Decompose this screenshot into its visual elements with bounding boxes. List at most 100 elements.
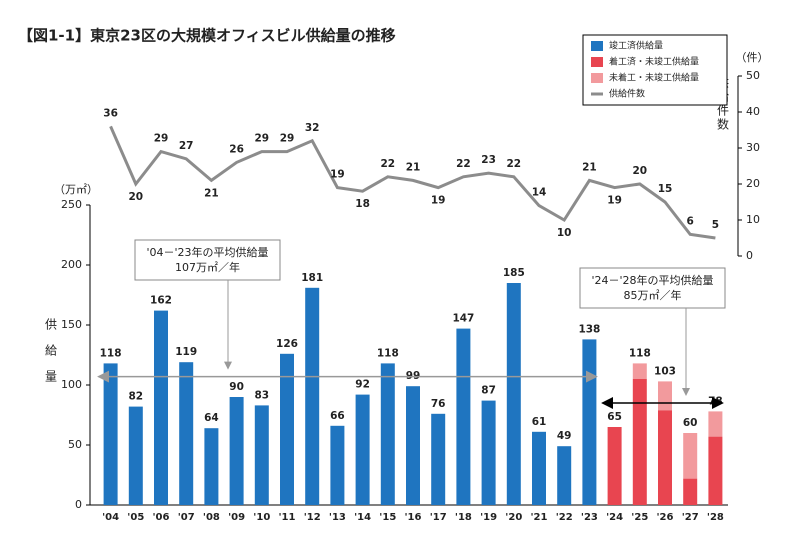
bar-total-label: 185 bbox=[503, 267, 525, 279]
bar bbox=[229, 397, 244, 505]
line-point-label: 23 bbox=[481, 154, 496, 166]
x-tick-label: '07 bbox=[178, 512, 195, 523]
bar-total-label: 64 bbox=[204, 412, 219, 424]
line-point-label: 26 bbox=[229, 143, 244, 155]
line-point-label: 19 bbox=[607, 195, 622, 207]
bar bbox=[708, 411, 723, 437]
line-point-label: 19 bbox=[330, 169, 345, 181]
bar-total-label: 61 bbox=[532, 416, 547, 428]
bar bbox=[658, 410, 672, 505]
y2-tick-label: 20 bbox=[746, 177, 760, 190]
legend-label: 竣工済供給量 bbox=[609, 40, 663, 52]
legend-label: 未着工・未竣工供給量 bbox=[609, 72, 699, 84]
bar bbox=[380, 363, 395, 505]
bar-total-label: 118 bbox=[100, 347, 122, 359]
x-tick-label: '26 bbox=[657, 512, 674, 523]
x-tick-label: '27 bbox=[682, 512, 699, 523]
line-point-label: 21 bbox=[406, 161, 421, 173]
bar-total-label: 138 bbox=[578, 323, 600, 335]
bar bbox=[532, 431, 546, 505]
line-point-label: 21 bbox=[204, 187, 219, 199]
bar-total-label: 82 bbox=[128, 391, 143, 403]
bar-total-label: 66 bbox=[330, 410, 345, 422]
y2-tick-label: 0 bbox=[746, 249, 753, 262]
bar-total-label: 78 bbox=[708, 395, 723, 407]
x-tick-label: '17 bbox=[430, 512, 447, 523]
y-tick-label: 150 bbox=[61, 318, 82, 331]
bar-total-label: 49 bbox=[557, 430, 572, 442]
bar-total-label: 65 bbox=[607, 411, 622, 423]
bar bbox=[632, 363, 647, 379]
x-tick-label: '15 bbox=[379, 512, 396, 523]
bar-total-label: 118 bbox=[377, 347, 399, 359]
bar-total-label: 103 bbox=[654, 365, 676, 377]
annotation-box bbox=[579, 267, 726, 309]
bar bbox=[506, 283, 521, 505]
bar bbox=[204, 428, 219, 505]
bar bbox=[431, 413, 446, 505]
bar bbox=[128, 406, 143, 505]
x-tick-label: '05 bbox=[127, 512, 144, 523]
bar-total-label: 181 bbox=[301, 272, 323, 284]
line-point-label: 6 bbox=[687, 215, 694, 227]
annotation-box bbox=[134, 239, 281, 281]
y-tick-label: 200 bbox=[61, 258, 82, 271]
line-point-label: 18 bbox=[355, 198, 370, 210]
line-point-label: 19 bbox=[431, 195, 446, 207]
annotation-label: 107万㎡／年 bbox=[175, 260, 240, 274]
line-point-label: 15 bbox=[658, 183, 673, 195]
y-tick-label: 0 bbox=[75, 498, 82, 511]
line-point-label: 14 bbox=[532, 187, 547, 199]
line-point-label: 21 bbox=[582, 161, 597, 173]
y2-tick-label: 40 bbox=[746, 105, 760, 118]
x-tick-label: '14 bbox=[354, 512, 371, 523]
bar-total-label: 76 bbox=[431, 398, 446, 410]
line-point-label: 29 bbox=[254, 133, 269, 145]
y-tick-label: 250 bbox=[61, 198, 82, 211]
annotation-label: 85万㎡／年 bbox=[624, 288, 682, 302]
x-tick-label: '08 bbox=[203, 512, 220, 523]
bar bbox=[557, 446, 572, 505]
line-point-label: 36 bbox=[103, 107, 118, 119]
bar-total-label: 162 bbox=[150, 295, 172, 307]
legend-swatch bbox=[591, 73, 603, 83]
bar-total-label: 87 bbox=[481, 385, 496, 397]
x-tick-label: '22 bbox=[556, 512, 573, 523]
chart-title: 【図1-1】東京23区の大規模オフィスビル供給量の推移 bbox=[18, 27, 396, 45]
bar bbox=[280, 353, 294, 505]
y-unit: （万㎡） bbox=[54, 183, 98, 196]
bar-total-label: 126 bbox=[276, 338, 298, 350]
line-point-label: 32 bbox=[305, 122, 320, 134]
line-point-label: 29 bbox=[154, 133, 169, 145]
bar bbox=[683, 433, 698, 479]
bar bbox=[582, 339, 597, 505]
x-tick-label: '10 bbox=[253, 512, 270, 523]
annotation-text: '24－'28年の平均供給量 bbox=[591, 273, 713, 287]
bar bbox=[708, 436, 723, 505]
x-tick-label: '04 bbox=[102, 512, 119, 523]
y2-unit: （件） bbox=[736, 51, 769, 64]
bar bbox=[481, 400, 496, 505]
bar-total-label: 60 bbox=[683, 417, 698, 429]
bar bbox=[305, 287, 320, 505]
line-point-label: 5 bbox=[712, 219, 719, 231]
annotation-text: '04－'23年の平均供給量 bbox=[146, 245, 268, 259]
bar-total-label: 92 bbox=[355, 379, 370, 391]
line-point-label: 27 bbox=[179, 140, 194, 152]
line-point-label: 22 bbox=[380, 158, 395, 170]
x-tick-label: '19 bbox=[480, 512, 497, 523]
bar bbox=[154, 310, 168, 505]
bar bbox=[632, 379, 647, 505]
y2-tick-label: 10 bbox=[746, 213, 760, 226]
x-tick-label: '25 bbox=[631, 512, 648, 523]
x-tick-label: '09 bbox=[228, 512, 245, 523]
bar-total-label: 147 bbox=[452, 313, 474, 325]
x-tick-label: '11 bbox=[279, 512, 296, 523]
x-tick-label: '21 bbox=[531, 512, 548, 523]
bar bbox=[254, 405, 269, 505]
x-tick-label: '18 bbox=[455, 512, 472, 523]
bar bbox=[406, 386, 420, 505]
legend-swatch bbox=[591, 57, 603, 67]
line-point-label: 20 bbox=[128, 191, 143, 203]
